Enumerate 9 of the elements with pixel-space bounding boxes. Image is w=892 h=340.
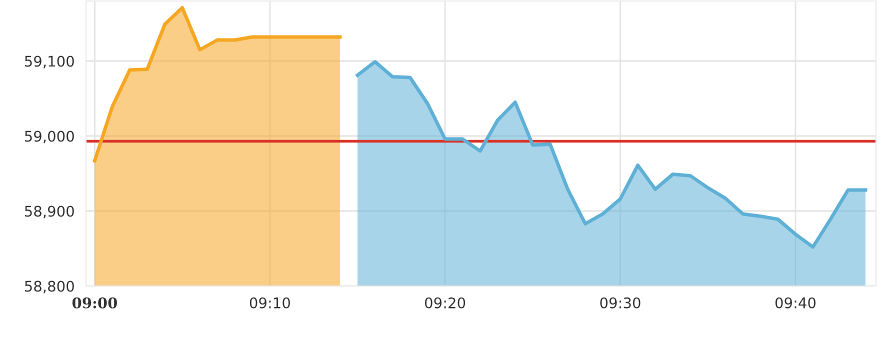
x-tick-label: 09:20 [425,297,466,308]
y-tick-label: 58,900 [24,206,74,218]
x-tick-label: 09:30 [600,297,640,308]
y-tick-label: 59,100 [24,56,74,68]
y-tick-label: 58,800 [24,280,74,294]
x-tick-label: 09:10 [250,297,290,308]
x-tick-label: 09:40 [775,297,816,308]
y-tick-label: 59,000 [24,130,74,144]
x-tick-label: 09:00 [72,297,118,308]
